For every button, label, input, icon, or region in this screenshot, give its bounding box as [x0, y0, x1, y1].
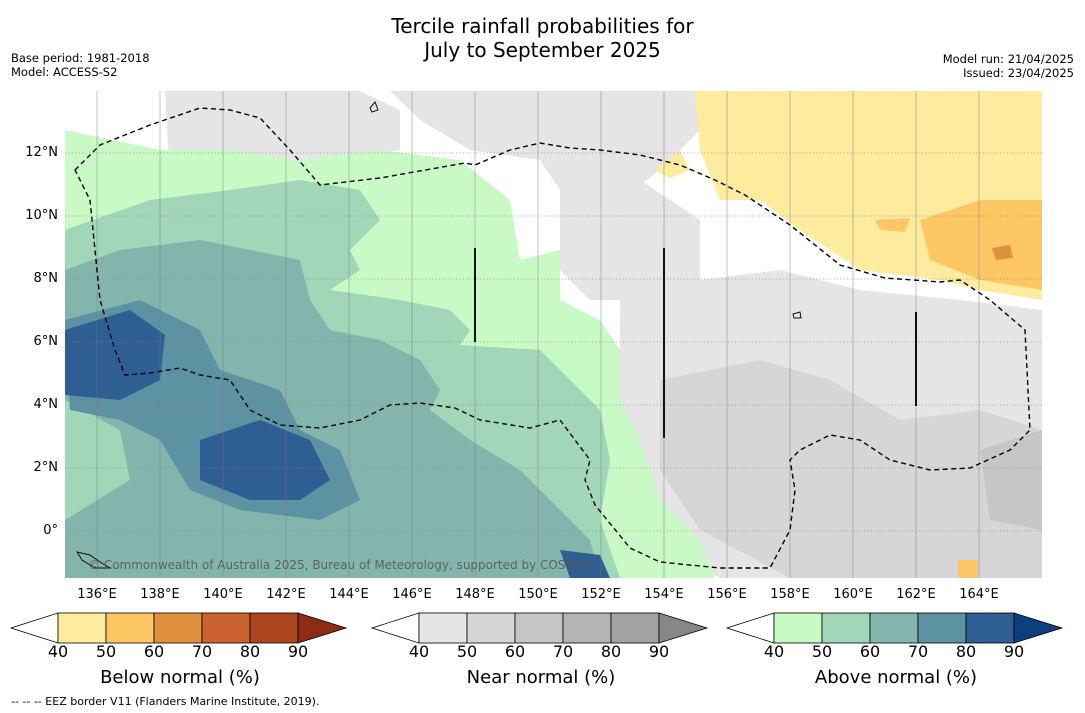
near-normal-area-east-2: [660, 360, 1042, 578]
lon-label-144e: 144°E: [329, 587, 369, 602]
lat-label-6n: 6°N: [33, 334, 59, 349]
model-run-date: Model run: 21/04/2025: [942, 52, 1074, 66]
island-guam: [369, 101, 379, 113]
lat-label-8n: 8°N: [33, 271, 59, 286]
colorbar-above-tick-60: 60: [859, 642, 881, 661]
base-period: Base period: 1981-2018: [11, 51, 150, 65]
lon-label-136e: 136°E: [77, 587, 117, 602]
colorbar-above-bin-2: [821, 612, 871, 644]
colorbar-above-low-extension: [726, 612, 775, 644]
colorbar-near-low-extension: [371, 612, 420, 644]
model-name: Model: ACCESS-S2: [11, 65, 118, 79]
colorbar-above-bin-5: [965, 612, 1015, 644]
below-normal-area-60: [992, 245, 1013, 260]
title-line-1: Tercile rainfall probabilities for: [391, 14, 694, 38]
title-line-2: July to September 2025: [424, 38, 661, 62]
lon-label-150e: 150°E: [518, 587, 558, 602]
colorbar-below-tick-40: 40: [47, 642, 69, 661]
map-area: [65, 91, 1042, 578]
lon-label-154e: 154°E: [644, 587, 684, 602]
map-title: Tercile rainfall probabilities for July …: [0, 14, 1085, 62]
near-normal-area-north: [390, 91, 700, 200]
colorbar-near-high-extension: [658, 612, 709, 644]
colorbar-near-bin-5: [610, 612, 660, 644]
above-normal-area-80-west: [65, 310, 165, 400]
below-normal-regions: [655, 91, 1042, 578]
colorbar-below-tick-80: 80: [239, 642, 261, 661]
lon-label-142e: 142°E: [266, 587, 306, 602]
lat-label-2n: 2°N: [33, 460, 59, 475]
below-normal-area-50: [920, 200, 1042, 290]
colorbar-below-bin-2: [105, 612, 155, 644]
colorbar-near-tick-90: 90: [648, 642, 670, 661]
colorbar-above-bin-4: [917, 612, 967, 644]
issued-date: Issued: 23/04/2025: [963, 66, 1074, 80]
colorbar-near-tick-50: 50: [456, 642, 478, 661]
above-normal-regions: [65, 130, 715, 578]
colorbar-above-tick-50: 50: [811, 642, 833, 661]
colorbar-below-bin-3: [153, 612, 203, 644]
colorbar-near-bin-3: [514, 612, 564, 644]
colorbar-below-bin-1: [57, 612, 107, 644]
below-normal-area-south: [958, 560, 978, 578]
colorbar-below-bin-5: [249, 612, 299, 644]
lon-label-152e: 152°E: [581, 587, 621, 602]
colorbar-near-tick-60: 60: [504, 642, 526, 661]
coastlines: [75, 101, 802, 569]
colorbar-above-high-extension: [1013, 612, 1064, 644]
colorbar-near-tick-80: 80: [600, 642, 622, 661]
colorbar-below-tick-90: 90: [287, 642, 309, 661]
above-normal-area-80-south: [200, 420, 330, 500]
colorbar-title-below: Below normal (%): [100, 667, 260, 688]
base-period-info: Base period: 1981-2018 Model: ACCESS-S2: [11, 51, 150, 79]
colorbar-above-tick-40: 40: [763, 642, 785, 661]
colorbar-above-tick-90: 90: [1003, 642, 1025, 661]
eez-border-line: [74, 107, 1031, 569]
colorbar-above-normal: [726, 612, 1064, 644]
eez-legend-note: -- -- -- EEZ border V11 (Flanders Marine…: [11, 695, 320, 708]
lon-label-156e: 156°E: [707, 587, 747, 602]
near-normal-area-east-3: [980, 430, 1042, 530]
lon-label-160e: 160°E: [833, 587, 873, 602]
colorbar-below-tick-50: 50: [95, 642, 117, 661]
colorbar-above-tick-70: 70: [907, 642, 929, 661]
lon-label-162e: 162°E: [896, 587, 936, 602]
lat-label-10n: 10°N: [25, 208, 58, 223]
copyright-credit: © Commonwealth of Australia 2025, Bureau…: [88, 558, 594, 572]
lon-label-138e: 138°E: [140, 587, 180, 602]
colorbar-above-bin-3: [869, 612, 919, 644]
lon-label-146e: 146°E: [392, 587, 432, 602]
colorbar-above-bin-1: [773, 612, 823, 644]
lon-label-140e: 140°E: [203, 587, 243, 602]
colorbar-near-tick-70: 70: [552, 642, 574, 661]
colorbar-near-bin-4: [562, 612, 612, 644]
lat-label-0: 0°: [43, 523, 58, 538]
above-normal-area-80-southeast: [560, 550, 610, 578]
eez-borders: [74, 107, 1031, 569]
lat-label-4n: 4°N: [33, 397, 59, 412]
lon-label-164e: 164°E: [959, 587, 999, 602]
colorbar-below-high-extension: [297, 612, 348, 644]
island-new-guinea-coast: [75, 551, 112, 569]
colorbar-near-bin-1: [418, 612, 468, 644]
colorbar-above-tick-80: 80: [955, 642, 977, 661]
colorbar-title-above: Above normal (%): [814, 667, 978, 688]
colorbar-below-bin-4: [201, 612, 251, 644]
lon-label-158e: 158°E: [770, 587, 810, 602]
colorbar-title-near: Near normal (%): [466, 667, 616, 688]
colorbar-below-tick-70: 70: [191, 642, 213, 661]
colorbar-below-low-extension: [10, 612, 59, 644]
colorbar-near-normal: [371, 612, 709, 644]
lon-label-148e: 148°E: [455, 587, 495, 602]
island-markers: [474, 248, 917, 438]
island-pohnpei: [792, 311, 802, 319]
colorbar-below-normal: [10, 612, 348, 644]
colorbar-near-tick-40: 40: [408, 642, 430, 661]
issue-info: Model run: 21/04/2025 Issued: 23/04/2025: [943, 52, 1074, 80]
below-normal-area-50-small: [875, 218, 910, 232]
lat-label-12n: 12°N: [25, 145, 58, 160]
colorbar-below-tick-60: 60: [143, 642, 165, 661]
colorbar-near-bin-2: [466, 612, 516, 644]
